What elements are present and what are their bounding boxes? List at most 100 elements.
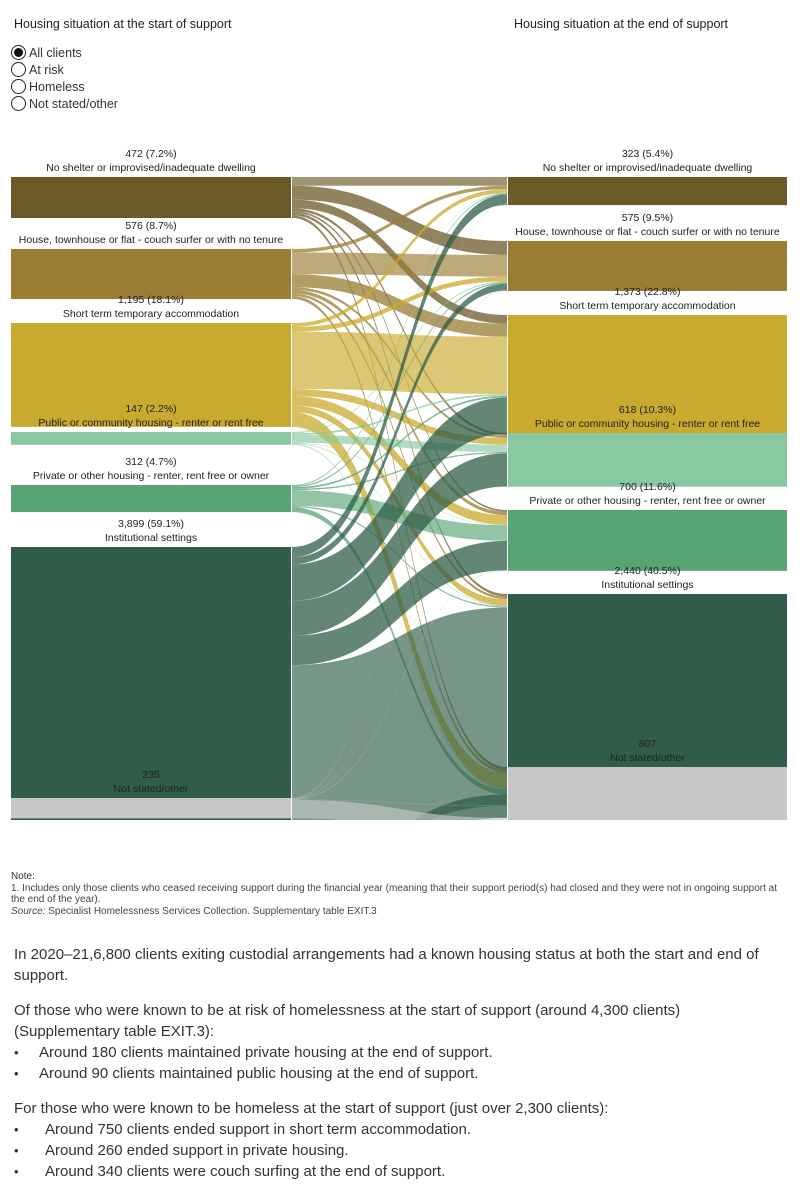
target-node: 807 Not stated/other [508, 738, 787, 820]
target-node: 575 (9.5%) House, townhouse or flat - cou… [508, 212, 787, 291]
flow-link[interactable] [292, 794, 507, 820]
flow-link[interactable] [292, 434, 507, 799]
target-node-bar[interactable] [508, 767, 787, 820]
source-node-value-label: 472 (7.2%) [125, 148, 176, 160]
body-text: In 2020–21,6,800 clients exiting custodi… [14, 944, 784, 1196]
flow-link[interactable] [292, 252, 507, 277]
list-item: Around 260 ended support in private hous… [14, 1140, 784, 1161]
flow-link[interactable] [292, 290, 507, 799]
target-node: 323 (5.4%) No shelter or improvised/inade… [508, 148, 787, 206]
flow-link[interactable] [292, 397, 507, 601]
radio-selected-icon[interactable] [11, 45, 26, 60]
source-label: Source: [11, 905, 46, 917]
source-node-bar[interactable] [11, 547, 291, 820]
flow-link[interactable] [292, 540, 507, 666]
target-node-value-label: 700 (11.6%) [619, 481, 675, 493]
flow-group [292, 177, 507, 820]
filter-option-label: Not stated/other [29, 96, 118, 111]
flow-link[interactable] [292, 276, 507, 332]
at-risk-list: Around 180 clients maintained private ho… [14, 1042, 784, 1084]
flow-link[interactable] [292, 281, 507, 434]
radio-unselected-icon[interactable] [11, 79, 26, 94]
source-node-value-label: 235 [142, 769, 160, 781]
flow-link[interactable] [292, 194, 507, 558]
filter-option-not-stated[interactable]: Not stated/other [11, 95, 118, 112]
note-line: 1. Includes only those clients who cease… [11, 882, 778, 906]
source-text: Specialist Homelessness Services Collect… [45, 905, 377, 917]
target-node: 618 (10.3%) Public or community housing -… [508, 404, 787, 487]
target-node-bar[interactable] [508, 433, 787, 487]
filter-option-label: At risk [29, 62, 64, 77]
target-node-value-label: 618 (10.3%) [619, 404, 676, 416]
flow-link[interactable] [292, 395, 507, 525]
target-node-value-label: 323 (5.4%) [622, 148, 673, 160]
flow-link[interactable] [292, 189, 507, 327]
filter-option-at-risk[interactable]: At risk [11, 61, 118, 78]
source-node-bar[interactable] [11, 249, 291, 300]
flow-link[interactable] [292, 212, 507, 597]
flow-link[interactable] [292, 177, 507, 186]
flow-link[interactable] [292, 452, 507, 491]
flow-link[interactable] [292, 570, 507, 800]
source-node-value-label: 1,195 (18.1%) [118, 294, 184, 306]
client-filter: All clients At risk Homeless Not stated/… [11, 44, 118, 112]
target-node-value-label: 575 (9.5%) [622, 212, 673, 224]
target-node-value-label: 1,373 (22.8%) [615, 286, 681, 298]
filter-option-homeless[interactable]: Homeless [11, 78, 118, 95]
source-node-label: Short term temporary accommodation [63, 308, 239, 320]
flow-link[interactable] [292, 193, 507, 486]
source-node-label: Institutional settings [105, 532, 197, 544]
target-node-value-label: 807 [639, 738, 657, 750]
target-node: 700 (11.6%) Private or other housing - re… [508, 481, 787, 571]
source-node-bar[interactable] [11, 485, 291, 513]
flow-link[interactable] [292, 283, 507, 565]
target-node-bar[interactable] [508, 315, 787, 435]
flow-link[interactable] [292, 799, 507, 807]
source-node: 312 (4.7%) Private or other housing - ren… [11, 456, 291, 513]
target-node-label: No shelter or improvised/inadequate dwel… [543, 162, 753, 174]
filter-option-label: All clients [29, 45, 82, 60]
radio-unselected-icon[interactable] [11, 96, 26, 111]
filter-option-label: Homeless [29, 79, 85, 94]
source-node: 576 (8.7%) House, townhouse or flat - cou… [11, 220, 291, 300]
flow-link[interactable] [292, 389, 507, 445]
flow-link[interactable] [292, 193, 507, 433]
flow-link[interactable] [292, 208, 507, 436]
list-item: Around 180 clients maintained private ho… [14, 1042, 784, 1063]
homeless-list: Around 750 clients ended support in shor… [14, 1119, 784, 1182]
source-node: 235 Not stated/other [11, 769, 291, 819]
filter-option-all-clients[interactable]: All clients [11, 44, 118, 61]
flow-link[interactable] [292, 331, 507, 395]
source-node-bar[interactable] [11, 798, 291, 819]
flow-link[interactable] [292, 443, 507, 607]
start-heading: Housing situation at the start of suppor… [14, 17, 232, 31]
source-node: 147 (2.2%) Public or community housing - … [11, 403, 291, 445]
end-heading: Housing situation at the end of support [514, 17, 729, 31]
list-item: Around 90 clients maintained public hous… [14, 1063, 784, 1084]
flow-link[interactable] [292, 204, 507, 799]
flow-link[interactable] [292, 607, 507, 820]
flow-link[interactable] [292, 486, 507, 800]
sankey-chart: 472 (7.2%) No shelter or improvised/inade… [11, 148, 787, 820]
source-node-label: Public or community housing - renter or … [38, 417, 263, 429]
target-node-label: Public or community housing - renter or … [535, 418, 760, 430]
target-node-bar[interactable] [508, 241, 787, 291]
source-node: 472 (7.2%) No shelter or improvised/inade… [11, 148, 291, 219]
flow-link[interactable] [292, 185, 507, 253]
flow-link[interactable] [292, 394, 507, 436]
target-node-bar[interactable] [508, 177, 787, 206]
source-node-bar[interactable] [11, 432, 291, 445]
source-node-bar[interactable] [11, 323, 291, 427]
target-node-label: House, townhouse or flat - couch surfer … [515, 226, 780, 238]
source-node-label: Not stated/other [114, 783, 189, 795]
flow-link[interactable] [292, 289, 507, 516]
flow-link[interactable] [292, 282, 507, 488]
flow-link[interactable] [292, 395, 507, 489]
source-node-value-label: 3,899 (59.1%) [118, 518, 184, 530]
paragraph-intro: In 2020–21,6,800 clients exiting custodi… [14, 946, 759, 984]
flow-link[interactable] [292, 799, 507, 820]
radio-unselected-icon[interactable] [11, 62, 26, 77]
target-node-bar[interactable] [508, 510, 787, 571]
source-node-bar[interactable] [11, 177, 291, 219]
list-item: Around 750 clients ended support in shor… [14, 1119, 784, 1140]
